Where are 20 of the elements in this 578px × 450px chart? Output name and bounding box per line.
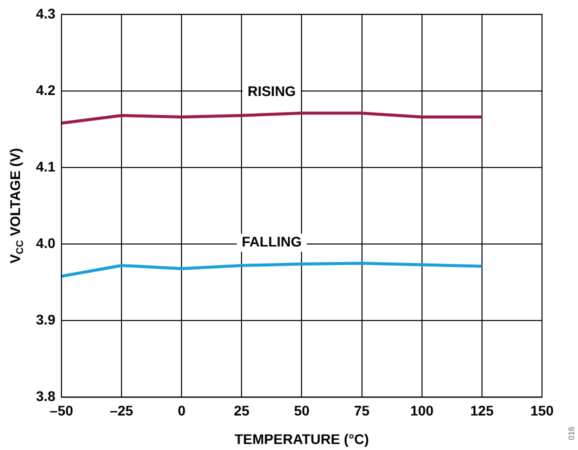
x-tick-label: 0 [178,402,186,418]
x-tick-label: –50 [50,402,74,418]
y-tick-label: 4.1 [36,158,56,174]
series-label: RISING [248,83,296,100]
x-tick-label: 75 [354,402,370,418]
y-tick-label: 4.0 [36,234,56,251]
text: 016 [567,426,576,440]
x-tick-label: 25 [234,402,250,418]
x-tick-label: 125 [470,402,494,418]
y-tick-label: 3.8 [36,388,56,404]
y-axis-title: VCC VOLTAGE (V) [6,148,26,264]
x-tick-label: 50 [294,402,310,418]
x-tick-label: 150 [530,402,554,418]
y-tick-label: 3.9 [36,312,56,328]
y-tick-label: 4.2 [36,82,56,98]
x-tick-label: 100 [410,402,434,418]
series-label: FALLING [242,234,302,250]
x-tick-label: –25 [110,402,134,418]
y-tick-label: 4.3 [36,5,56,22]
x-axis-title: TEMPERATURE (°C) [234,430,369,447]
